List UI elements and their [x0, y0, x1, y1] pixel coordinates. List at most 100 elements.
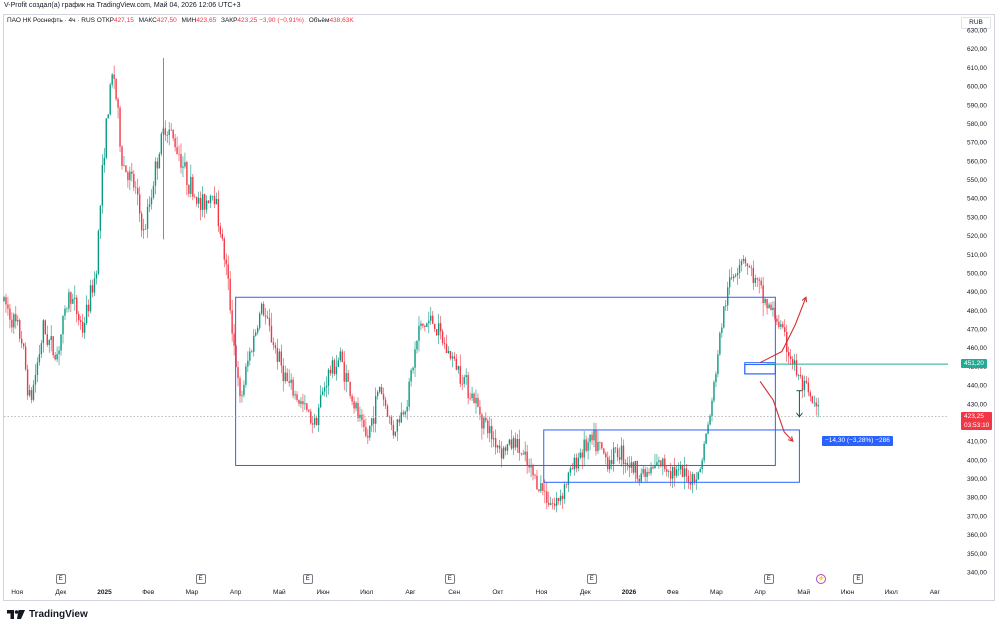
candle-body: [679, 465, 682, 470]
candle-body: [298, 399, 300, 404]
candle-body: [662, 458, 664, 467]
scenario-arrow-head: [787, 436, 794, 443]
candle-body: [40, 343, 43, 355]
candle-body: [72, 298, 74, 304]
earnings-event-icon[interactable]: E: [302, 574, 313, 584]
candle-body: [644, 469, 646, 477]
open-label: ОТКР: [96, 17, 114, 24]
candle-body: [398, 419, 400, 423]
candle-body: [770, 304, 772, 311]
symbol-name[interactable]: ПАО НК Роснефть · 4ч · RUS: [7, 17, 95, 24]
candle-body: [280, 351, 282, 366]
candle-body: [174, 138, 176, 148]
candle-body: [81, 321, 84, 333]
candle-body: [28, 390, 31, 396]
candle-body: [203, 194, 206, 210]
price-tick-label: 340,00: [967, 570, 987, 577]
candle-body: [807, 382, 810, 393]
candle-body: [457, 366, 459, 370]
candle-body: [439, 323, 442, 332]
candle-body: [196, 196, 198, 204]
candle-body: [400, 412, 402, 423]
candle-body: [762, 285, 764, 304]
candle-body: [445, 344, 448, 353]
candle-body: [616, 448, 619, 458]
candle-body: [801, 376, 804, 391]
earnings-event-icon[interactable]: E: [763, 574, 774, 584]
scenario-arrow: [759, 381, 794, 442]
candle-body: [329, 369, 332, 374]
price-tick-label: 380,00: [967, 495, 987, 502]
candle-body: [587, 442, 589, 451]
candle-body: [481, 414, 483, 429]
candle-body: [378, 386, 381, 392]
price-tick-label: 570,00: [967, 140, 987, 147]
candle-body: [410, 370, 412, 382]
symbol-legend: ПАО НК Роснефть · 4ч · RUS ОТКР427,15 МА…: [7, 17, 357, 24]
chart-frame: [3, 14, 995, 601]
price-tick-label: 630,00: [967, 28, 987, 35]
time-tick-label: 2025: [97, 589, 112, 596]
earnings-event-icon[interactable]: E: [853, 574, 864, 584]
candle-body: [713, 382, 715, 401]
candle-body: [70, 292, 72, 304]
candle-body: [640, 473, 642, 482]
candle-body: [579, 452, 581, 458]
candle-body: [264, 315, 267, 317]
candle-body: [412, 367, 414, 371]
candle-body: [85, 304, 88, 323]
candle-body: [302, 401, 304, 405]
time-tick-label: Май: [273, 588, 286, 596]
candle-body: [693, 474, 695, 483]
candle-body: [394, 431, 397, 436]
candle-body: [494, 438, 497, 448]
candle-body: [52, 336, 54, 356]
candle-body: [380, 386, 383, 395]
candle-body: [434, 323, 436, 330]
candle-body: [485, 417, 487, 421]
candles-group: [3, 65, 819, 513]
candle-body: [180, 154, 182, 168]
candle-body: [170, 129, 172, 131]
candle-body: [595, 429, 597, 452]
candle-body: [683, 468, 686, 478]
candle-body: [752, 268, 754, 283]
tradingview-logo[interactable]: TradingView: [7, 609, 88, 620]
candle-body: [294, 394, 296, 396]
candle-body: [455, 358, 458, 370]
candle-body: [131, 171, 133, 174]
candle-body: [493, 438, 495, 440]
time-tick-label: Апр: [754, 589, 766, 596]
candle-body: [500, 448, 503, 459]
candle-body: [217, 199, 220, 227]
time-tick-label: 2026: [622, 589, 637, 596]
candle-body: [186, 162, 188, 185]
candle-body: [599, 442, 601, 443]
candle-body: [125, 165, 127, 173]
candle-body: [253, 335, 255, 352]
earnings-event-icon[interactable]: E: [444, 574, 455, 584]
candle-body: [766, 298, 768, 309]
candle-body: [451, 356, 454, 359]
candle-body: [699, 468, 701, 473]
candle-body: [449, 351, 452, 359]
range-box: [235, 296, 776, 466]
earnings-event-icon[interactable]: E: [586, 574, 597, 584]
earnings-event-icon[interactable]: E: [195, 574, 206, 584]
candle-body: [296, 394, 298, 400]
candle-body: [274, 345, 277, 348]
candle-body: [133, 173, 135, 188]
dividend-event-icon[interactable]: ⚡: [816, 574, 827, 584]
candle-body: [489, 426, 491, 434]
candle-body: [817, 404, 819, 407]
currency-selector[interactable]: RUB: [961, 17, 991, 29]
candle-body: [231, 310, 233, 334]
candle-body: [732, 276, 735, 279]
candle-body: [209, 195, 212, 204]
candle-body: [760, 280, 762, 286]
earnings-event-icon[interactable]: E: [55, 574, 66, 584]
candle-body: [384, 399, 387, 406]
candle-body: [618, 457, 621, 460]
candle-body: [664, 458, 666, 470]
